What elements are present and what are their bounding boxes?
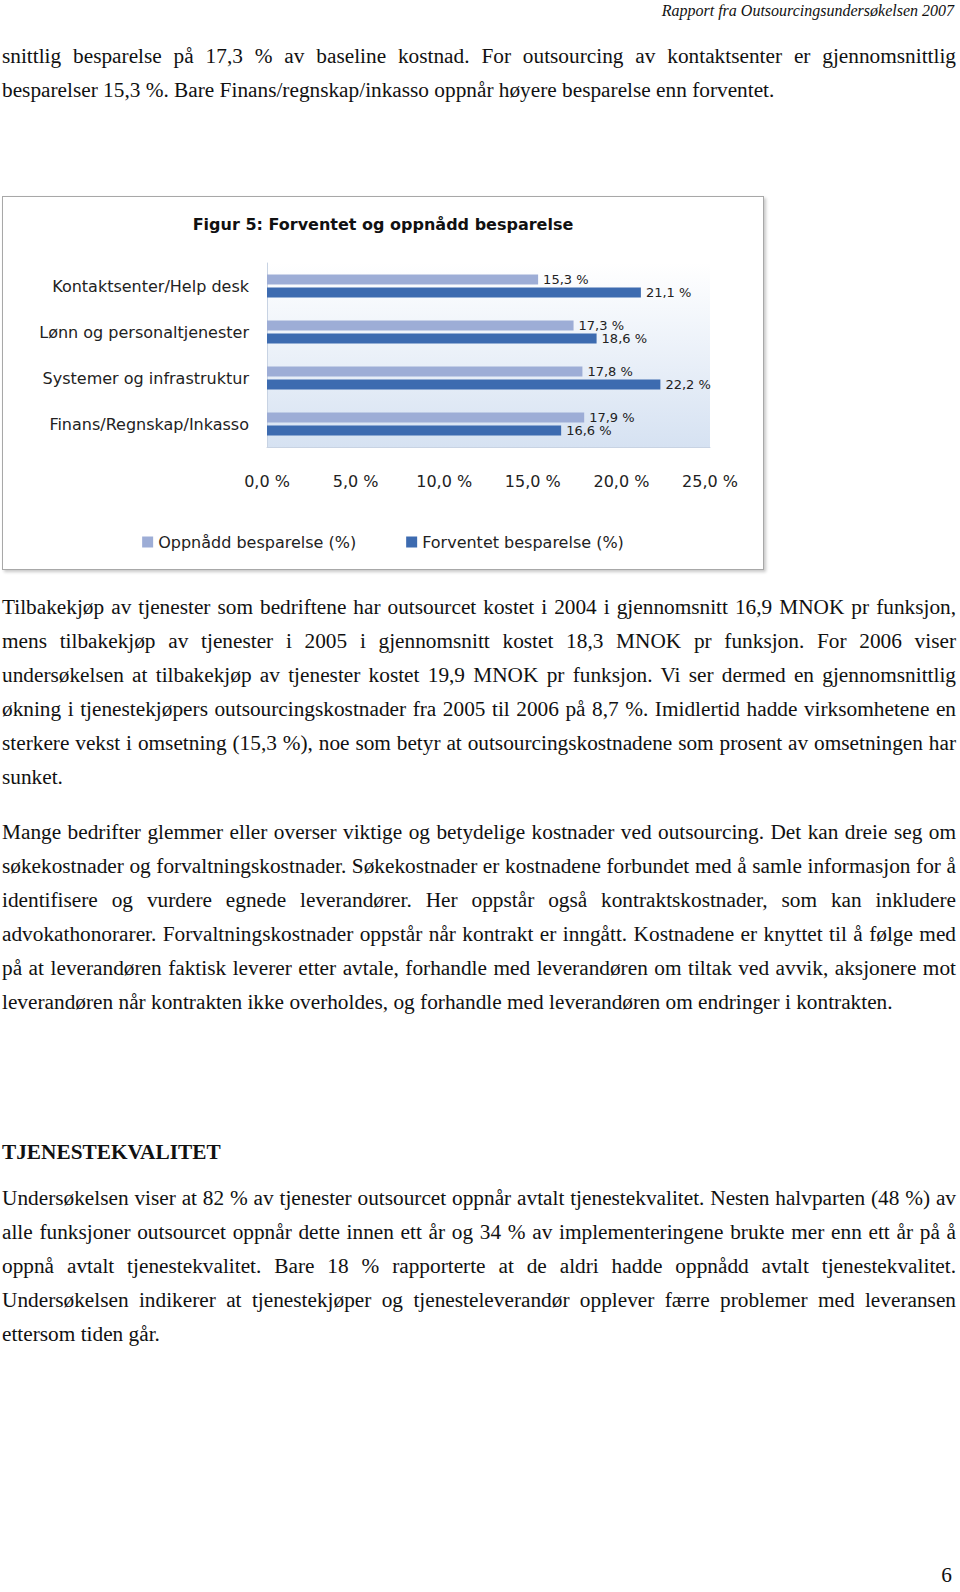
svg-text:Oppnådd besparelse (%): Oppnådd besparelse (%)	[158, 533, 356, 552]
svg-text:Finans/Regnskap/Inkasso: Finans/Regnskap/Inkasso	[49, 415, 249, 434]
svg-text:21,1 %: 21,1 %	[646, 285, 691, 300]
html-text:Undersøkelsen viser at 82 % av: Undersøkelsen viser at 82 % av tjenester…	[2, 1186, 956, 1346]
html-text:Mange bedrifter glemmer eller: Mange bedrifter glemmer eller overser vi…	[2, 820, 956, 1014]
svg-text:Lønn og personaltjenester: Lønn og personaltjenester	[39, 323, 249, 342]
svg-text:10,0 %: 10,0 %	[416, 472, 472, 491]
svg-text:15,0 %: 15,0 %	[505, 472, 561, 491]
svg-text:16,6 %: 16,6 %	[566, 423, 611, 438]
html-text:6: 6	[941, 1563, 952, 1587]
svg-text:Systemer og infrastruktur: Systemer og infrastruktur	[43, 369, 250, 388]
html-text:Tilbakekjøp av tjenester som b: Tilbakekjøp av tjenester som bedriftene …	[2, 595, 956, 789]
svg-text:15,3 %: 15,3 %	[543, 272, 588, 287]
svg-text:17,9 %: 17,9 %	[589, 410, 635, 425]
html-text:Rapport fra Outsourcingsunders: Rapport fra Outsourcingsundersøkelsen 20…	[661, 2, 954, 19]
svg-text:22,2 %: 22,2 %	[665, 377, 710, 392]
svg-text:Figur 5: Forventet og oppnådd: Figur 5: Forventet og oppnådd besparelse	[193, 215, 574, 234]
html-text:snittlig besparelse på 17,3 %: snittlig besparelse på 17,3 % av baselin…	[2, 44, 956, 102]
html-text:TJENESTEKVALITET: TJENESTEKVALITET	[2, 1140, 221, 1164]
svg-text:18,6 %: 18,6 %	[602, 331, 647, 346]
svg-text:25,0 %: 25,0 %	[682, 472, 738, 491]
svg-text:5,0 %: 5,0 %	[333, 472, 379, 491]
svg-text:Forventet besparelse (%): Forventet besparelse (%)	[422, 533, 624, 552]
svg-text:17,3 %: 17,3 %	[578, 318, 624, 333]
svg-text:17,8 %: 17,8 %	[587, 364, 632, 379]
svg-text:0,0 %: 0,0 %	[244, 472, 290, 491]
svg-text:20,0 %: 20,0 %	[593, 472, 649, 491]
svg-text:Kontaktsenter/Help desk: Kontaktsenter/Help desk	[52, 277, 250, 296]
